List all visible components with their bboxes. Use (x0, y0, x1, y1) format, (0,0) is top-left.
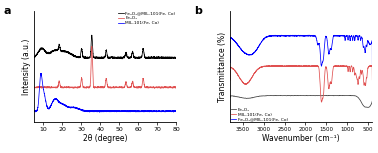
MIL-101(Fe, Co) (117, 110, 122, 112)
Fe₃O₄ (32, 87, 36, 89)
Fe₃O₄@MIL-101(Fe, Co) (90, 34, 94, 36)
Fe₃O₄@MIL-101(Fe, Co) (344, 35, 349, 37)
MIL-101(Fe, Co) (319, 101, 324, 103)
Fe₃O₄ (124, 83, 129, 85)
Fe₃O₄ (174, 86, 178, 88)
MIL-101(Fe, Co) (285, 65, 289, 67)
Text: a: a (4, 6, 11, 16)
MIL-101(Fe, Co) (370, 79, 375, 81)
Fe₃O₄@MIL-101(Fe, Co) (306, 34, 310, 36)
MIL-101(Fe, Co) (253, 71, 258, 73)
MIL-101(Fe, Co) (344, 65, 349, 67)
Line: Fe₃O₄@MIL-101(Fe, Co): Fe₃O₄@MIL-101(Fe, Co) (34, 35, 176, 59)
Fe₃O₄ (228, 97, 232, 99)
Fe₃O₄ (138, 86, 143, 88)
Fe₃O₄ (277, 95, 282, 96)
Fe₃O₄@MIL-101(Fe, Co) (32, 56, 36, 58)
Fe₃O₄@MIL-101(Fe, Co) (316, 44, 320, 46)
Fe₃O₄@MIL-101(Fe, Co) (149, 57, 153, 59)
Legend: Fe₃O₄, MIL-101(Fe, Co), Fe₃O₄@MIL-101(Fe, Co): Fe₃O₄, MIL-101(Fe, Co), Fe₃O₄@MIL-101(Fe… (231, 108, 288, 121)
Line: Fe₃O₄: Fe₃O₄ (230, 95, 372, 107)
Fe₃O₄ (345, 94, 349, 96)
Fe₃O₄@MIL-101(Fe, Co) (264, 37, 268, 38)
Legend: Fe₃O₄@MIL-101(Fe, Co), Fe₃O₄, MIL-101(Fe, Co): Fe₃O₄@MIL-101(Fe, Co), Fe₃O₄, MIL-101(Fe… (118, 12, 175, 25)
MIL-101(Fe, Co) (228, 79, 232, 81)
MIL-101(Fe, Co) (277, 65, 282, 67)
MIL-101(Fe, Co) (138, 111, 143, 112)
Fe₃O₄@MIL-101(Fe, Co) (370, 63, 375, 65)
MIL-101(Fe, Co) (57, 101, 62, 103)
X-axis label: Wavenumber (cm⁻¹): Wavenumber (cm⁻¹) (262, 134, 340, 143)
X-axis label: 2θ (degree): 2θ (degree) (83, 134, 127, 143)
Y-axis label: Intensity (a.u.): Intensity (a.u.) (22, 38, 31, 95)
Fe₃O₄@MIL-101(Fe, Co) (319, 65, 324, 67)
Fe₃O₄ (344, 95, 349, 96)
Fe₃O₄@MIL-101(Fe, Co) (120, 58, 124, 60)
Fe₃O₄ (366, 106, 371, 108)
Line: Fe₃O₄@MIL-101(Fe, Co): Fe₃O₄@MIL-101(Fe, Co) (230, 35, 372, 66)
Fe₃O₄@MIL-101(Fe, Co) (228, 62, 232, 63)
Fe₃O₄ (285, 95, 289, 97)
MIL-101(Fe, Co) (304, 65, 309, 66)
Fe₃O₄ (149, 86, 153, 88)
Fe₃O₄ (117, 86, 122, 88)
MIL-101(Fe, Co) (32, 110, 36, 112)
Fe₃O₄@MIL-101(Fe, Co) (117, 57, 122, 59)
MIL-101(Fe, Co) (174, 110, 178, 112)
MIL-101(Fe, Co) (97, 111, 102, 113)
Fe₃O₄ (84, 87, 88, 89)
Fe₃O₄ (86, 86, 91, 88)
Fe₃O₄ (370, 100, 375, 102)
Y-axis label: Transmittance (%): Transmittance (%) (218, 32, 228, 102)
Fe₃O₄@MIL-101(Fe, Co) (277, 35, 282, 37)
Line: Fe₃O₄: Fe₃O₄ (34, 46, 176, 88)
MIL-101(Fe, Co) (264, 65, 268, 67)
Fe₃O₄@MIL-101(Fe, Co) (138, 57, 143, 59)
Fe₃O₄@MIL-101(Fe, Co) (124, 53, 129, 55)
Line: MIL-101(Fe, Co): MIL-101(Fe, Co) (34, 74, 176, 112)
Fe₃O₄@MIL-101(Fe, Co) (285, 35, 289, 37)
Line: MIL-101(Fe, Co): MIL-101(Fe, Co) (230, 65, 372, 102)
MIL-101(Fe, Co) (149, 110, 153, 112)
Fe₃O₄@MIL-101(Fe, Co) (86, 57, 91, 59)
Fe₃O₄@MIL-101(Fe, Co) (253, 50, 258, 52)
MIL-101(Fe, Co) (86, 110, 91, 112)
Fe₃O₄ (253, 96, 258, 98)
Fe₃O₄@MIL-101(Fe, Co) (174, 57, 178, 59)
Fe₃O₄@MIL-101(Fe, Co) (57, 47, 62, 48)
Fe₃O₄ (316, 95, 320, 97)
MIL-101(Fe, Co) (124, 110, 129, 112)
MIL-101(Fe, Co) (316, 65, 320, 67)
Fe₃O₄ (57, 82, 62, 84)
Fe₃O₄ (90, 45, 94, 47)
MIL-101(Fe, Co) (39, 73, 43, 75)
Fe₃O₄ (264, 95, 268, 97)
Text: b: b (194, 6, 202, 16)
